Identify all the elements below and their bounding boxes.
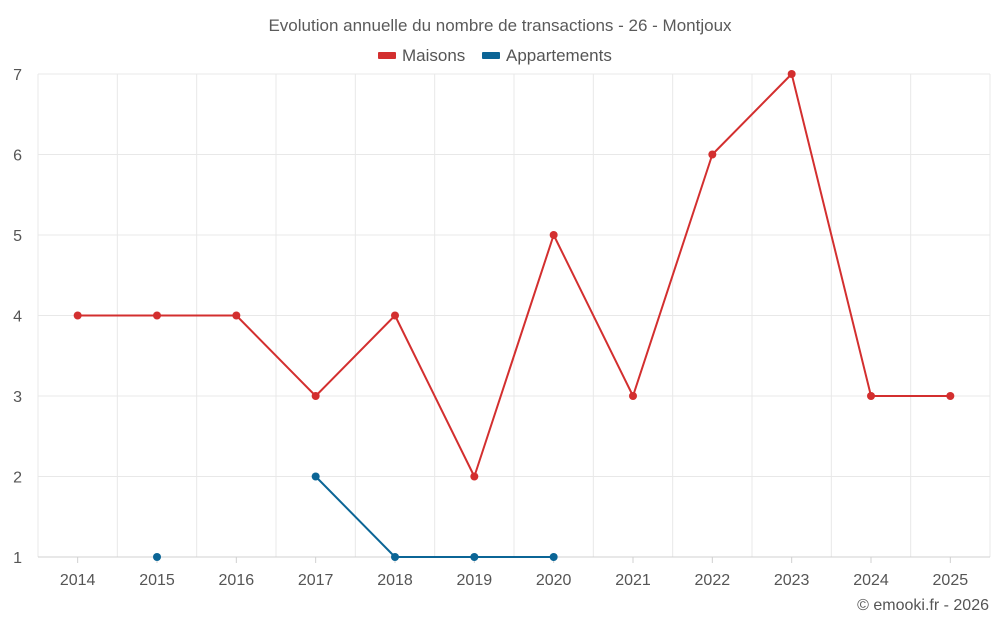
legend-swatch-maisons <box>378 52 396 59</box>
series-line-appartements <box>314 475 554 558</box>
legend-swatch-appartements <box>482 52 500 59</box>
x-tick-label: 2019 <box>457 572 493 589</box>
y-tick-label: 2 <box>13 470 22 487</box>
chart-title: Evolution annuelle du nombre de transact… <box>268 16 732 35</box>
data-point-maisons[interactable] <box>73 311 82 320</box>
y-tick-label: 5 <box>13 228 22 245</box>
x-axis: 2014 2015 2016 2017 2018 2019 2020 2021 2022 2023… <box>60 557 968 589</box>
data-point-maisons[interactable] <box>549 231 558 239</box>
data-point-maisons[interactable] <box>946 392 955 400</box>
data-point-maisons[interactable] <box>708 150 717 159</box>
data-point-maisons[interactable] <box>232 311 241 320</box>
x-tick-label: 2018 <box>377 572 413 589</box>
data-point-appartements[interactable] <box>470 553 479 561</box>
series-appartements <box>153 472 558 561</box>
data-point-maisons[interactable] <box>787 70 796 78</box>
y-tick-label: 7 <box>13 67 22 84</box>
legend-label-maisons: Maisons <box>402 46 465 65</box>
x-tick-label: 2015 <box>139 572 175 589</box>
x-tick-label: 2023 <box>774 572 810 589</box>
data-point-maisons[interactable] <box>629 392 637 400</box>
y-tick-label: 3 <box>13 389 22 406</box>
legend-item-maisons[interactable]: Maisons <box>378 46 465 65</box>
x-tick-label: 2017 <box>298 572 334 589</box>
series <box>73 70 955 561</box>
series-line-maisons <box>77 73 951 478</box>
y-tick-label: 1 <box>13 550 22 567</box>
x-tick-label: 2024 <box>853 572 889 589</box>
x-tick-label: 2014 <box>60 572 96 589</box>
y-tick-label: 4 <box>13 309 22 326</box>
data-point-appartements[interactable] <box>153 553 161 561</box>
data-point-appartements[interactable] <box>311 472 320 481</box>
data-point-maisons[interactable] <box>391 311 399 320</box>
credit-text: © emooki.fr - 2026 <box>857 597 989 614</box>
data-point-maisons[interactable] <box>311 392 320 400</box>
data-point-maisons[interactable] <box>867 392 875 400</box>
y-tick-label: 6 <box>13 148 22 165</box>
data-point-maisons[interactable] <box>153 311 161 320</box>
x-tick-label: 2020 <box>536 572 572 589</box>
series-maisons <box>73 70 955 481</box>
data-point-maisons[interactable] <box>470 472 479 481</box>
y-axis: 1 2 3 4 5 6 7 <box>13 67 22 567</box>
legend-label-appartements: Appartements <box>506 46 612 65</box>
x-tick-label: 2021 <box>615 572 651 589</box>
x-tick-label: 2025 <box>933 572 969 589</box>
legend-item-appartements[interactable]: Appartements <box>482 46 612 65</box>
x-tick-label: 2016 <box>219 572 255 589</box>
data-point-appartements[interactable] <box>549 553 558 561</box>
x-tick-label: 2022 <box>695 572 731 589</box>
legend: Maisons Appartements <box>378 46 612 65</box>
data-point-appartements[interactable] <box>391 553 399 561</box>
